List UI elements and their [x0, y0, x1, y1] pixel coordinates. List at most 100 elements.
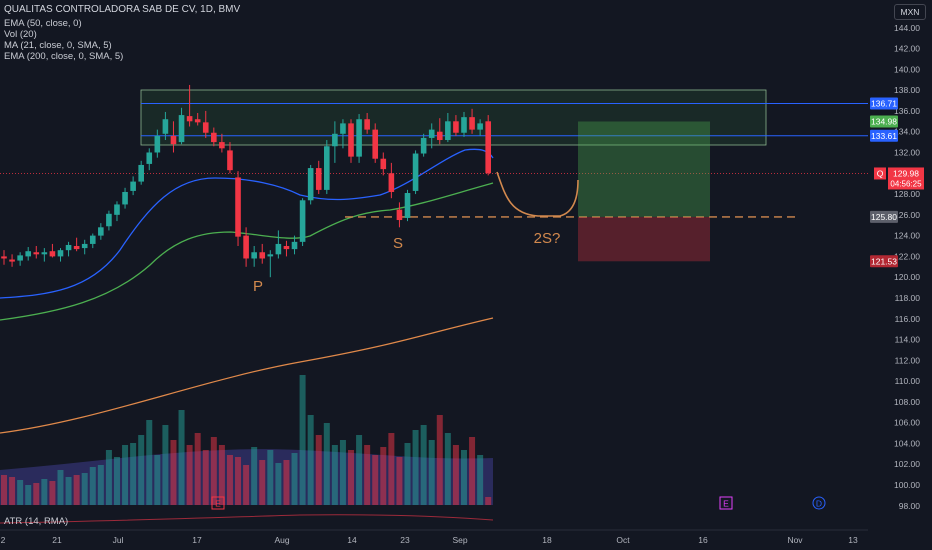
- annotation-2s: 2S?: [534, 230, 561, 247]
- loss-zone: [578, 216, 710, 262]
- volume-bar: [178, 410, 185, 505]
- dividend-marker: [812, 496, 826, 510]
- indicator-atr[interactable]: ATR (14, RMA): [4, 516, 69, 527]
- candle-body: [477, 123, 483, 130]
- x-tick-label: 23: [400, 535, 410, 545]
- x-tick-label: 14: [347, 535, 357, 545]
- lower-resistance-label-bg: [870, 129, 898, 142]
- indicator-ma21[interactable]: MA (21, close, 0, SMA, 5): [4, 40, 112, 51]
- stop-price-label-bg: [870, 255, 898, 268]
- candle-body: [453, 121, 459, 133]
- candle-body: [227, 150, 233, 171]
- candle-body: [9, 259, 15, 262]
- candle-body: [114, 204, 120, 215]
- candle-body: [251, 252, 257, 259]
- volume-bar: [388, 433, 395, 505]
- candle-body: [324, 146, 330, 190]
- candle-body: [291, 241, 298, 250]
- y-tick-label: 114.00: [895, 335, 921, 345]
- candle-body: [283, 246, 290, 250]
- y-tick-label: 102.00: [894, 459, 920, 469]
- indicator-ema50[interactable]: EMA (50, close, 0): [4, 18, 82, 29]
- candle-body: [211, 132, 217, 143]
- volume-bar: [138, 435, 145, 505]
- symbol-badge-bg: [874, 167, 886, 180]
- volume-bar: [291, 453, 298, 505]
- y-tick-label: 116.00: [895, 314, 921, 324]
- candle-body: [73, 246, 80, 250]
- candle-body: [130, 181, 136, 191]
- candle-body: [356, 119, 362, 157]
- indicator-volume[interactable]: Vol (20): [4, 29, 37, 40]
- candle-body: [445, 121, 451, 141]
- candle-body: [122, 191, 128, 205]
- event-marker-label: D: [816, 499, 822, 509]
- y-tick-label: 112.00: [895, 355, 921, 365]
- y-tick-label: 122.00: [894, 251, 920, 261]
- candle-body: [388, 173, 395, 192]
- volume-bar: [452, 445, 459, 505]
- volume-bar: [396, 457, 403, 505]
- volume-bar: [186, 445, 193, 505]
- candle-body: [436, 131, 443, 141]
- volume-bar: [25, 485, 32, 505]
- volume-bar: [444, 433, 451, 505]
- event-marker-label: E: [215, 499, 221, 509]
- candle-body: [17, 255, 23, 261]
- candle-body: [267, 254, 274, 257]
- volume-bar: [436, 415, 443, 505]
- candle-body: [396, 209, 403, 221]
- volume-bar: [412, 430, 419, 505]
- volume-bar: [202, 450, 209, 505]
- candle-body: [106, 213, 112, 227]
- volume-bar: [130, 443, 137, 505]
- candle-body: [315, 168, 322, 190]
- profit-zone: [578, 121, 710, 217]
- volume-bar: [146, 420, 153, 505]
- candle-body: [364, 119, 370, 130]
- x-tick-label: 16: [698, 535, 708, 545]
- volume-bar: [105, 450, 112, 505]
- candle-body: [275, 243, 282, 255]
- candle-body: [428, 129, 435, 138]
- atr-line: [0, 514, 494, 524]
- currency-button[interactable]: MXN: [894, 4, 926, 20]
- volume-bar: [49, 481, 56, 505]
- earnings-marker: [719, 496, 733, 510]
- volume-bar: [348, 450, 355, 505]
- volume-bar: [17, 480, 24, 505]
- candle-body: [259, 252, 266, 259]
- candle-body: [299, 200, 306, 242]
- volume-bar: [356, 435, 363, 505]
- x-tick-label: Jul: [113, 535, 124, 545]
- candle-body: [348, 123, 354, 157]
- volume-bar: [9, 477, 16, 505]
- candle-body: [186, 116, 193, 122]
- upper-resistance-label: 136.71: [871, 99, 897, 109]
- volume-bar: [460, 450, 467, 505]
- volume-bar: [73, 475, 80, 505]
- volume-bar: [331, 445, 338, 505]
- volume-bar: [33, 483, 40, 505]
- y-tick-label: 134.00: [894, 127, 920, 137]
- current-price-label: 129.98: [893, 168, 919, 178]
- candle-body: [170, 135, 177, 145]
- x-tick-label: 17: [192, 535, 202, 545]
- volume-bar: [41, 479, 48, 505]
- volume-bar: [251, 447, 258, 505]
- volume-bar: [235, 457, 242, 505]
- candle-body: [89, 235, 96, 244]
- y-tick-label: 140.00: [894, 64, 920, 74]
- x-tick-label: Oct: [616, 535, 630, 545]
- candle-body: [235, 177, 241, 237]
- volume-bar: [469, 437, 476, 505]
- volume-bar: [315, 435, 322, 505]
- indicator-ema200[interactable]: EMA (200, close, 0, SMA, 5): [4, 51, 124, 62]
- volume-bar: [65, 477, 72, 505]
- volume-bar: [428, 440, 435, 505]
- volume-bar: [364, 445, 371, 505]
- volume-bar: [339, 440, 346, 505]
- volume-bar: [372, 455, 379, 505]
- event-marker-label: E: [723, 499, 729, 509]
